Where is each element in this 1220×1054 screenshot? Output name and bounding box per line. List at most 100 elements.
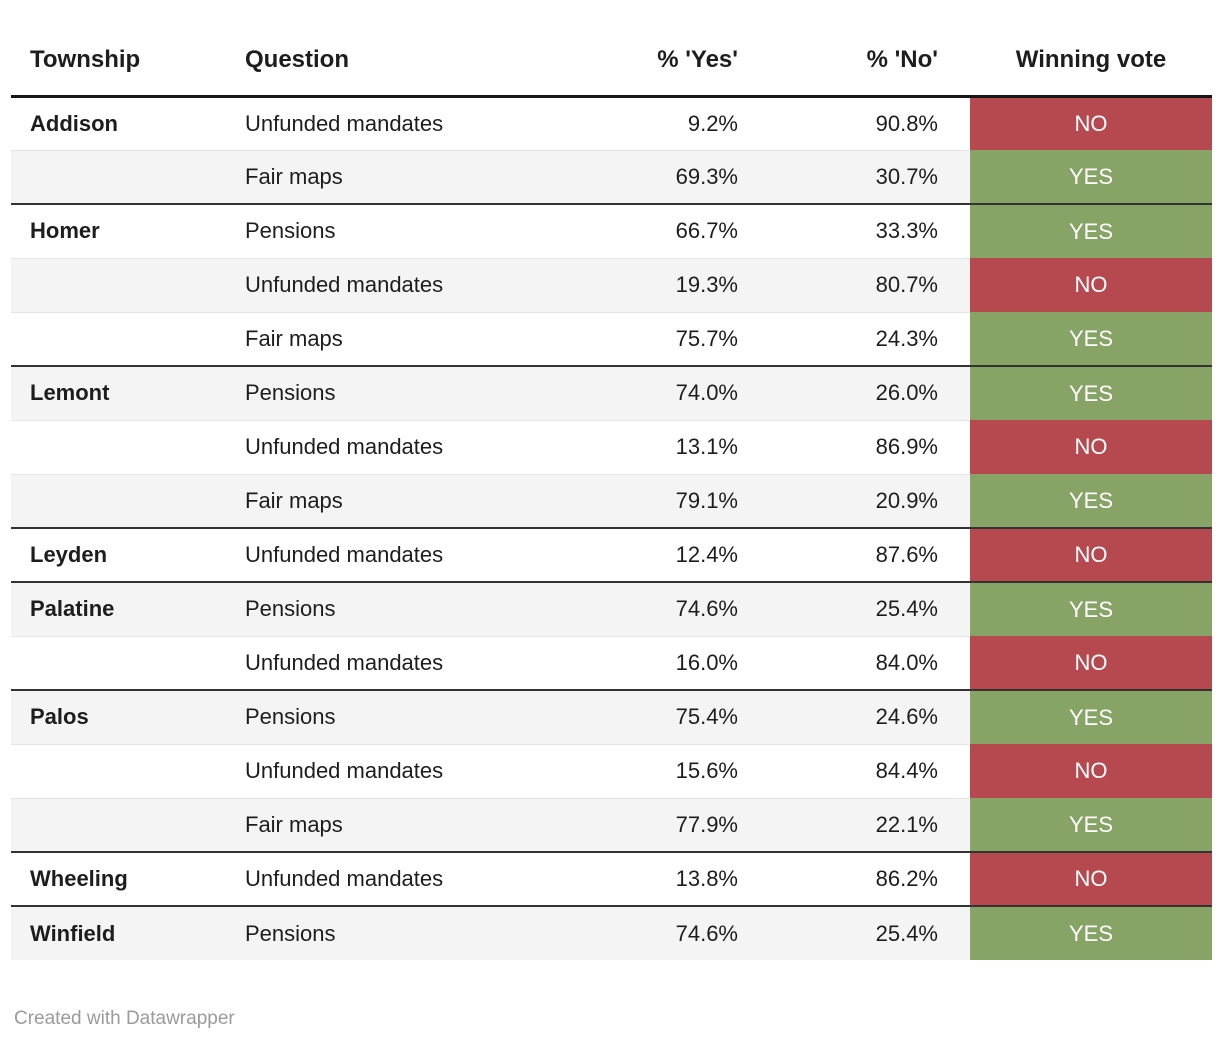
yes-pct-cell: 16.0%	[525, 635, 749, 690]
question-cell: Pensions	[245, 905, 525, 960]
winning-vote-badge: YES	[970, 581, 1212, 636]
township-cell: Wheeling	[11, 851, 245, 906]
winning-vote-badge: YES	[970, 150, 1212, 204]
winning-vote-badge: NO	[970, 636, 1212, 690]
no-pct-cell: 86.2%	[749, 851, 970, 906]
township-cell	[11, 149, 245, 204]
winning-vote-badge: YES	[970, 365, 1212, 420]
yes-pct-cell: 13.8%	[525, 851, 749, 906]
question-cell: Unfunded mandates	[245, 635, 525, 690]
question-cell: Unfunded mandates	[245, 110, 444, 136]
township-cell: Winfield	[11, 905, 245, 960]
yes-pct-cell: 66.7%	[525, 203, 749, 258]
winning-vote-badge: YES	[970, 474, 1212, 528]
winning-vote-badge: NO	[970, 258, 1212, 312]
township-cell	[11, 797, 245, 852]
no-pct-cell: 84.0%	[749, 635, 970, 690]
datawrapper-credit-link[interactable]: Created with Datawrapper	[14, 1008, 235, 1029]
yes-pct-cell: 75.7%	[525, 311, 749, 366]
winning-vote-badge: NO	[970, 527, 1212, 582]
no-pct-cell: 30.7%	[749, 149, 970, 204]
table-row: Addison Unfunded mandates 9.2% 90.8% NO	[11, 96, 1212, 150]
table-row: Fair maps 77.9% 22.1% YES	[11, 797, 1212, 852]
question-cell: Fair maps	[245, 797, 525, 852]
column-header-winning-vote: Winning vote	[970, 26, 1212, 98]
winning-vote-badge: NO	[970, 420, 1212, 474]
table-row: Homer Pensions 66.7% 33.3% YES	[11, 203, 1212, 258]
question-cell: Fair maps	[245, 311, 525, 366]
column-header-township: Township	[11, 26, 245, 98]
no-pct-cell: 86.9%	[749, 419, 970, 474]
yes-pct-cell: 74.6%	[525, 581, 749, 636]
question-cell: Unfunded mandates	[245, 257, 525, 312]
winning-vote-badge: YES	[970, 798, 1212, 852]
column-header-question: Question	[245, 26, 525, 98]
table-row: Unfunded mandates 16.0% 84.0% NO	[11, 635, 1212, 690]
winning-vote-badge: NO	[970, 851, 1212, 906]
no-pct-cell: 90.8%	[875, 110, 938, 136]
township-cell: Lemont	[11, 365, 245, 420]
column-header-no-pct: % 'No'	[749, 26, 970, 98]
no-pct-cell: 87.6%	[749, 527, 970, 582]
question-cell: Pensions	[245, 365, 525, 420]
table-row: Unfunded mandates 13.1% 86.9% NO	[11, 419, 1212, 474]
winning-vote-badge: YES	[970, 203, 1212, 258]
winning-vote-badge: NO	[970, 744, 1212, 798]
table-row: Unfunded mandates 19.3% 80.7% NO	[11, 257, 1212, 312]
no-pct-cell: 24.3%	[749, 311, 970, 366]
township-cell	[11, 473, 245, 528]
question-cell: Pensions	[245, 581, 525, 636]
table-row: Palos Pensions 75.4% 24.6% YES	[11, 689, 1212, 744]
question-cell: Unfunded mandates	[245, 527, 525, 582]
no-pct-cell: 84.4%	[749, 743, 970, 798]
table-row: Unfunded mandates 15.6% 84.4% NO	[11, 743, 1212, 798]
table-row: Lemont Pensions 74.0% 26.0% YES	[11, 365, 1212, 420]
yes-pct-cell: 15.6%	[525, 743, 749, 798]
question-cell: Unfunded mandates	[245, 851, 525, 906]
table-row: Wheeling Unfunded mandates 13.8% 86.2% NO	[11, 851, 1212, 906]
table-row: Winfield Pensions 74.6% 25.4% YES	[11, 905, 1212, 960]
no-pct-cell: 22.1%	[749, 797, 970, 852]
table-row: Palatine Pensions 74.6% 25.4% YES	[11, 581, 1212, 636]
question-cell: Unfunded mandates	[245, 419, 525, 474]
winning-vote-badge: YES	[970, 905, 1212, 960]
table-row: Fair maps 69.3% 30.7% YES	[11, 149, 1212, 204]
yes-pct-cell: 74.0%	[525, 365, 749, 420]
township-cell: Homer	[11, 203, 245, 258]
township-cell	[11, 743, 245, 798]
column-header-yes-pct: % 'Yes'	[525, 26, 749, 98]
winning-vote-badge: YES	[970, 689, 1212, 744]
township-cell	[11, 635, 245, 690]
yes-pct-cell: 69.3%	[525, 149, 749, 204]
township-cell	[11, 419, 245, 474]
yes-pct-cell: 19.3%	[525, 257, 749, 312]
yes-pct-cell: 13.1%	[525, 419, 749, 474]
yes-pct-cell: 79.1%	[525, 473, 749, 528]
no-pct-cell: 80.7%	[749, 257, 970, 312]
no-pct-cell: 25.4%	[749, 581, 970, 636]
table-row: Leyden Unfunded mandates 12.4% 87.6% NO	[11, 527, 1212, 582]
yes-pct-cell: 9.2%	[687, 110, 738, 136]
no-pct-cell: 26.0%	[749, 365, 970, 420]
question-cell: Unfunded mandates	[245, 743, 525, 798]
no-pct-cell: 24.6%	[749, 689, 970, 744]
table-row: Fair maps 79.1% 20.9% YES	[11, 473, 1212, 528]
township-cell: Palos	[11, 689, 245, 744]
question-cell: Fair maps	[245, 473, 525, 528]
header-row: Township Question % 'Yes' % 'No' Winning…	[11, 26, 1212, 98]
winning-vote-badge: YES	[970, 312, 1212, 366]
question-cell: Pensions	[245, 689, 525, 744]
township-cell	[11, 257, 245, 312]
no-pct-cell: 25.4%	[749, 905, 970, 960]
township-cell	[11, 311, 245, 366]
table-row: Fair maps 75.7% 24.3% YES	[11, 311, 1212, 366]
no-pct-cell: 20.9%	[749, 473, 970, 528]
yes-pct-cell: 74.6%	[525, 905, 749, 960]
winning-vote-badge: NO	[970, 96, 1212, 150]
township-votes-table: Township Question % 'Yes' % 'No' Winning…	[11, 26, 1212, 960]
no-pct-cell: 33.3%	[749, 203, 970, 258]
township-cell: Leyden	[11, 527, 245, 582]
question-cell: Fair maps	[245, 149, 525, 204]
township-cell: Addison	[30, 110, 118, 136]
township-cell: Palatine	[11, 581, 245, 636]
